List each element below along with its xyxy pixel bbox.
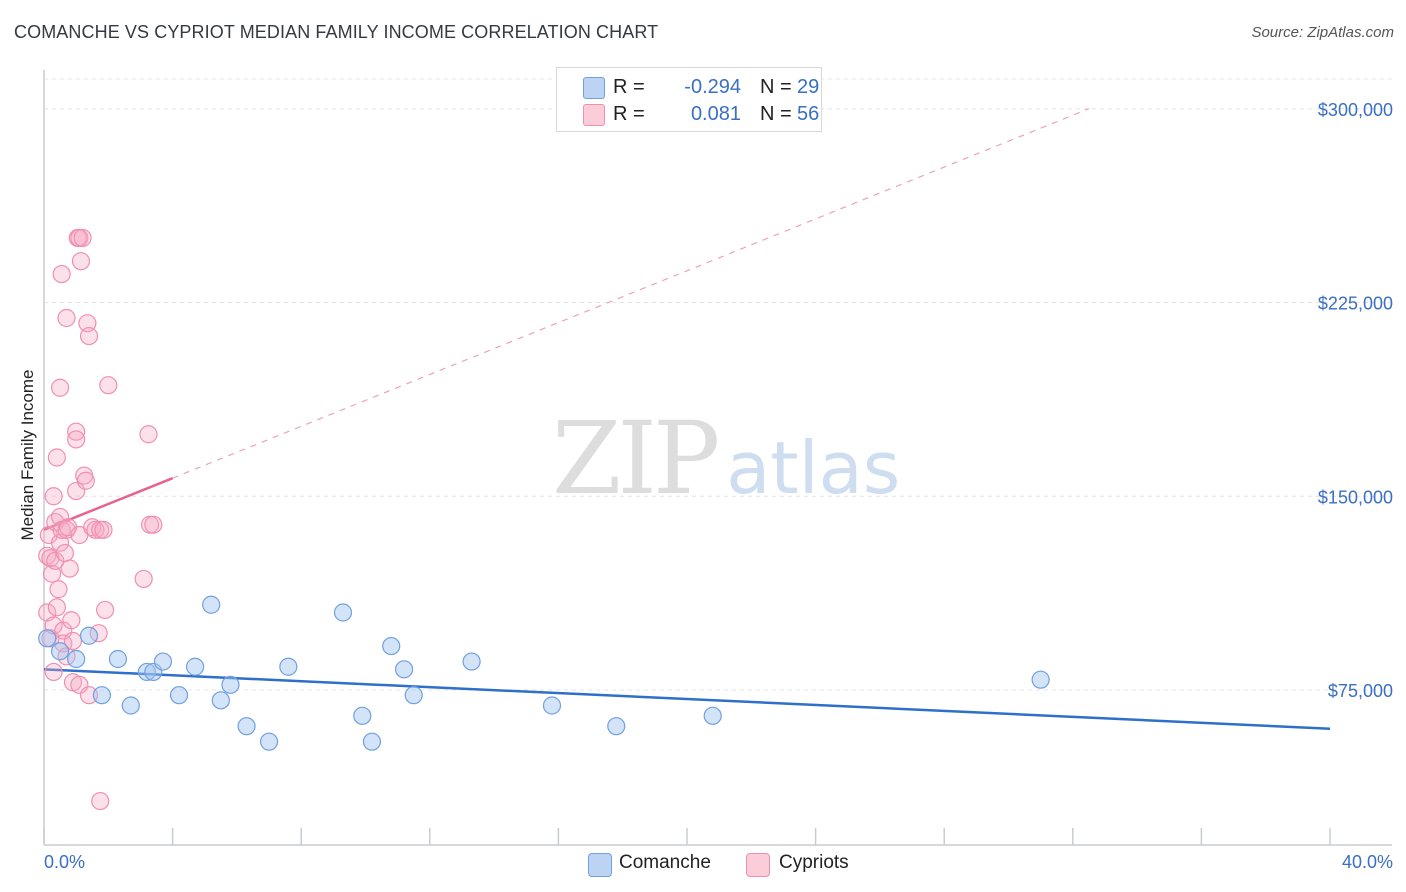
cypriots-point <box>91 791 110 811</box>
comanche-point <box>38 629 57 648</box>
r-label: R = <box>613 76 645 98</box>
comanche-point <box>607 717 626 736</box>
cypriots-point <box>95 600 115 620</box>
x-tick-label-max: 40.0% <box>1341 852 1393 872</box>
comanche-point <box>542 696 562 715</box>
cypriots-point <box>139 425 158 444</box>
x-tick-label-min: 0.0% <box>44 852 86 872</box>
comanche-trend-line <box>43 668 1331 730</box>
comanche-point <box>108 649 128 669</box>
comanche-point <box>333 603 353 622</box>
comanche-swatch <box>583 77 605 99</box>
cypriots-legend-label: Cypriots <box>779 852 849 873</box>
cypriots-point <box>94 520 113 539</box>
y-tick-label: $225,000 <box>1318 294 1393 314</box>
cypriots-point <box>144 515 163 534</box>
cypriots-point <box>99 376 118 395</box>
comanche-point <box>202 595 221 614</box>
comanche-point <box>394 660 414 679</box>
comanche-point <box>362 732 382 751</box>
cypriots-point <box>71 252 91 271</box>
comanche-point <box>153 652 173 671</box>
comanche-n-value: 29 <box>797 76 820 98</box>
y-tick-label: $150,000 <box>1318 487 1393 507</box>
comanche-point <box>169 686 189 705</box>
comanche-point <box>211 691 230 710</box>
comanche-point <box>79 626 99 645</box>
comanche-point <box>462 652 481 671</box>
comanche-point <box>221 675 240 694</box>
cypriots-r-value: 0.081 <box>690 103 741 125</box>
comanche-point <box>279 657 298 676</box>
gridlines <box>44 78 1392 691</box>
watermark: ZIP atlas <box>552 400 900 517</box>
n-label: N = <box>760 76 792 98</box>
cypriots-legend-swatch <box>746 853 770 877</box>
comanche-r-value: -0.294 <box>684 76 741 98</box>
trend-lines <box>43 108 1331 730</box>
cypriots-point <box>67 422 86 441</box>
comanche-point <box>121 696 140 715</box>
y-tick-labels: $75,000 $150,000 $225,000 $300,000 <box>1318 100 1393 701</box>
cypriots-point <box>67 430 86 449</box>
cypriots-swatch <box>583 104 605 126</box>
cypriots-point <box>50 378 70 397</box>
cypriots-trend-extension <box>172 108 1090 479</box>
comanche-point <box>186 657 205 676</box>
cypriots-point <box>55 543 74 563</box>
y-tick-label: $300,000 <box>1318 100 1393 120</box>
comanche-point <box>50 642 70 661</box>
cypriots-point <box>79 326 99 346</box>
cypriots-point <box>62 611 81 630</box>
cypriots-point <box>49 580 68 599</box>
cypriots-point <box>47 448 66 467</box>
cypriots-point <box>134 569 153 589</box>
cypriots-point <box>41 549 60 568</box>
cypriots-point <box>57 308 76 328</box>
cypriots-point <box>44 487 63 506</box>
comanche-point <box>259 732 279 751</box>
cypriots-point <box>52 264 71 284</box>
cypriots-point <box>60 559 79 578</box>
comanche-point <box>404 686 423 705</box>
cypriots-point <box>63 631 83 651</box>
comanche-point <box>237 717 256 736</box>
cypriots-point <box>79 686 99 705</box>
comanche-legend-swatch <box>588 853 612 877</box>
watermark-zip: ZIP <box>552 400 720 517</box>
comanche-point <box>137 662 156 682</box>
cypriots-point <box>76 471 95 490</box>
comanche-point <box>92 686 111 705</box>
n-label: N = <box>760 103 792 125</box>
comanche-point <box>703 706 722 725</box>
data-points <box>38 228 1050 811</box>
cypriots-point <box>47 598 66 617</box>
r-label: R = <box>613 103 645 125</box>
cypriots-n-value: 56 <box>797 103 820 125</box>
cypriots-point <box>73 228 92 248</box>
comanche-point <box>382 636 401 656</box>
comanche-point <box>1031 670 1050 689</box>
cypriots-point <box>44 662 63 682</box>
cypriots-point <box>46 551 65 570</box>
y-tick-label: $75,000 <box>1328 681 1393 701</box>
comanche-point <box>67 649 86 669</box>
source-label: Source: ZipAtlas.com <box>1251 24 1394 41</box>
axes <box>43 70 1392 846</box>
comanche-legend-label: Comanche <box>619 852 711 873</box>
chart-title: COMANCHE VS CYPRIOT MEDIAN FAMILY INCOME… <box>14 22 659 42</box>
comanche-point <box>353 706 372 725</box>
correlation-legend: R = -0.294 N = 29 R = 0.081 N = 56 <box>556 67 822 132</box>
